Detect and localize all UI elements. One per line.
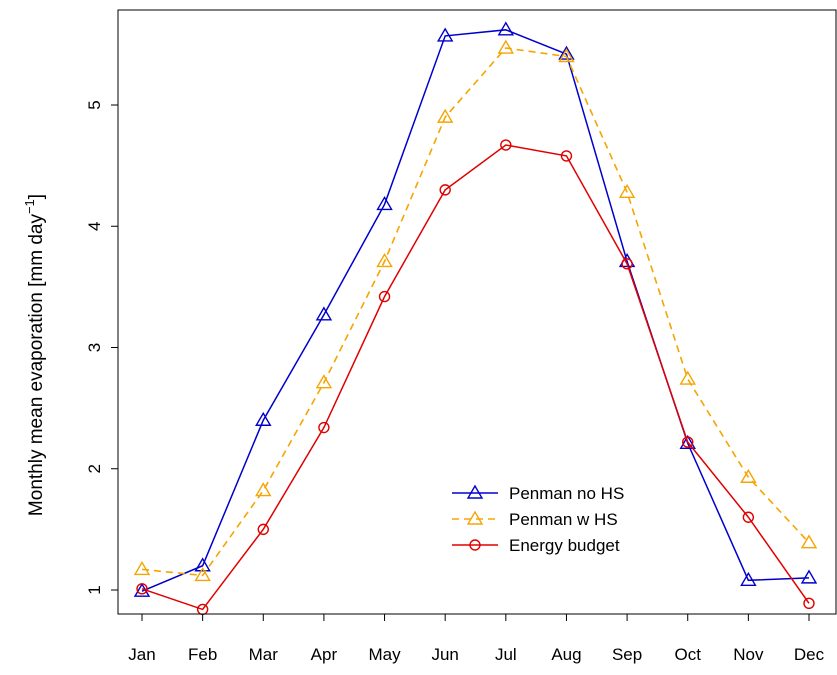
- data-point: [376, 196, 393, 211]
- data-point: [436, 108, 454, 123]
- data-point: [255, 482, 272, 497]
- series-penman-no-hs: [133, 21, 818, 597]
- data-point: [558, 48, 575, 63]
- data-point: [315, 306, 333, 321]
- x-tick-label: Mar: [249, 645, 279, 664]
- data-point: [742, 511, 755, 523]
- data-point: [618, 183, 636, 199]
- data-point: [378, 290, 391, 303]
- data-point: [376, 253, 393, 268]
- x-tick-label: Apr: [311, 645, 338, 664]
- data-point: [740, 468, 757, 483]
- x-tick-label: Jul: [495, 645, 517, 664]
- data-point: [318, 421, 330, 434]
- series-line: [141, 29, 810, 592]
- y-axis-title-main: Monthly mean evaporation [mm day: [26, 214, 47, 517]
- data-point: [497, 21, 515, 36]
- series-line: [141, 144, 810, 611]
- x-tick-label: Aug: [551, 645, 581, 664]
- data-point: [800, 569, 818, 584]
- series-layer: [133, 21, 818, 616]
- x-tick-label: Sep: [612, 645, 642, 664]
- legend-marker: [469, 539, 481, 551]
- legend-item-penman-no-hs: Penman no HS: [452, 484, 624, 503]
- data-point: [560, 150, 573, 162]
- data-point: [315, 374, 333, 389]
- legend-marker: [466, 484, 484, 499]
- x-tick-label: Jan: [128, 645, 155, 664]
- data-point: [439, 184, 451, 196]
- y-tick-label: 3: [85, 343, 104, 352]
- data-point: [255, 411, 272, 426]
- data-point: [136, 583, 148, 595]
- legend: Penman no HS Penman w HS Energy budget: [452, 484, 624, 555]
- data-point: [621, 258, 633, 270]
- data-point: [558, 45, 575, 60]
- x-tick-label: Oct: [675, 645, 702, 664]
- data-point: [800, 534, 818, 549]
- x-tick-label: Feb: [188, 645, 217, 664]
- x-axis: Jan Feb Mar Apr May Jun Jul Aug Sep Oct Nov Dec: [128, 613, 825, 664]
- x-tick-label: Jun: [431, 645, 458, 664]
- data-point: [740, 571, 757, 586]
- legend-item-penman-w-hs: Penman w HS: [452, 510, 618, 529]
- y-axis-title-close: ]: [26, 194, 47, 199]
- data-point: [436, 27, 454, 42]
- y-tick-label: 1: [85, 585, 104, 594]
- y-tick-label: 4: [85, 222, 104, 231]
- y-axis-title-superscript: −1: [22, 199, 37, 214]
- series-energy-budget: [136, 139, 815, 616]
- y-axis: 1 2 3 4 5: [85, 100, 119, 595]
- x-tick-label: Nov: [733, 645, 764, 664]
- legend-label: Penman w HS: [509, 510, 618, 529]
- data-point: [194, 567, 211, 582]
- y-tick-label: 2: [85, 464, 104, 473]
- legend-label: Energy budget: [509, 536, 620, 555]
- legend-item-energy-budget: Energy budget: [452, 536, 620, 555]
- series-penman-w-hs: [133, 39, 818, 582]
- data-point: [133, 560, 151, 576]
- x-tick-label: May: [368, 645, 401, 664]
- data-point: [679, 434, 696, 449]
- data-point: [679, 370, 696, 385]
- data-point: [803, 597, 815, 610]
- series-line: [141, 47, 810, 577]
- y-tick-label: 5: [85, 100, 104, 109]
- data-point: [257, 523, 269, 536]
- data-point: [500, 139, 512, 151]
- data-point: [682, 436, 694, 448]
- x-tick-label: Dec: [794, 645, 825, 664]
- data-point: [497, 39, 515, 54]
- legend-marker: [466, 510, 484, 525]
- data-point: [194, 557, 211, 572]
- y-axis-title: Monthly mean evaporation [mm day−1]: [22, 194, 47, 516]
- legend-label: Penman no HS: [509, 484, 624, 503]
